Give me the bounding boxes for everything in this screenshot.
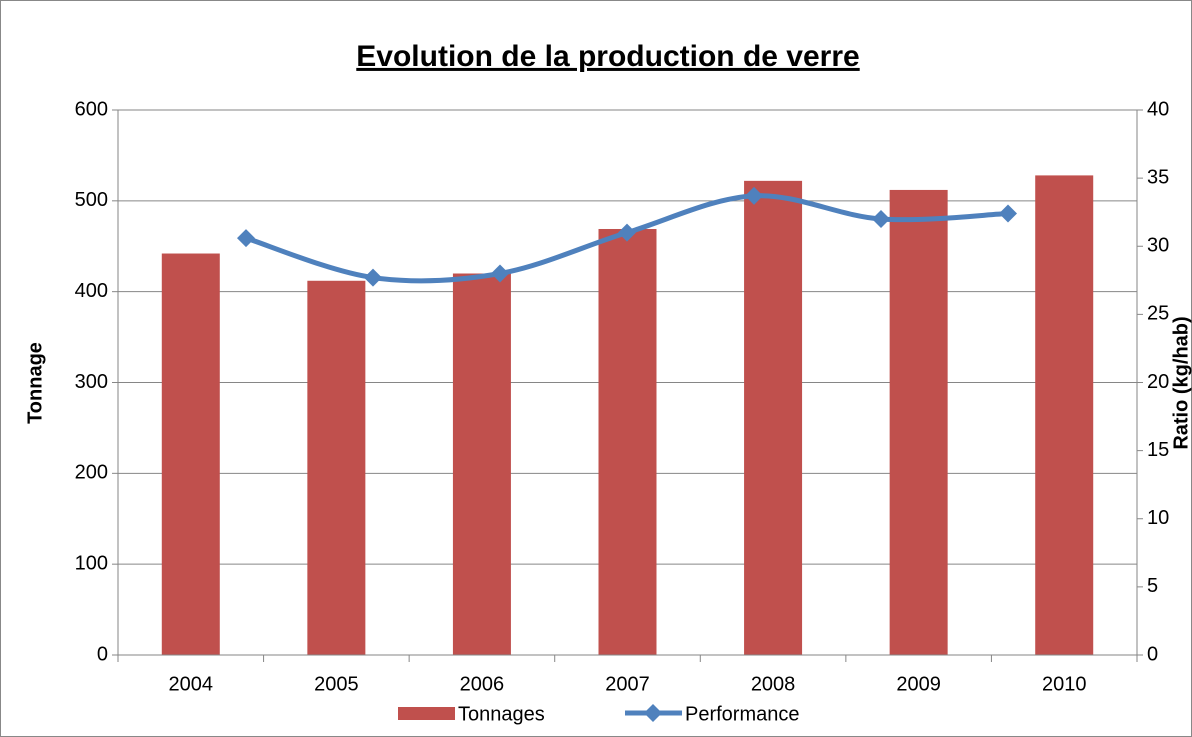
y2-tick-label: 5 xyxy=(1147,575,1158,597)
x-tick-label: 2010 xyxy=(1042,673,1087,695)
x-tick-label: 2005 xyxy=(314,673,359,695)
y-tick-label: 400 xyxy=(75,280,108,302)
legend-label: Tonnages xyxy=(458,703,545,725)
y-tick-label: 0 xyxy=(97,643,108,665)
y2-tick-label: 30 xyxy=(1147,235,1169,257)
legend-label: Performance xyxy=(685,703,800,725)
y-axis-title: Tonnage xyxy=(24,342,46,424)
y2-tick-label: 0 xyxy=(1147,643,1158,665)
bar xyxy=(598,228,657,655)
line-marker xyxy=(491,264,509,283)
y2-tick-label: 20 xyxy=(1147,371,1169,393)
x-tick-label: 2007 xyxy=(605,673,650,695)
bar xyxy=(307,280,366,655)
y-tick-label: 600 xyxy=(75,98,108,120)
x-tick-label: 2004 xyxy=(169,673,214,695)
y-tick-label: 300 xyxy=(75,371,108,393)
line-marker xyxy=(237,229,255,248)
bar xyxy=(161,253,220,655)
x-tick-label: 2006 xyxy=(460,673,505,695)
line-marker xyxy=(618,223,636,242)
y-tick-label: 500 xyxy=(75,189,108,211)
y2-tick-label: 35 xyxy=(1147,166,1169,188)
y-tick-label: 200 xyxy=(75,462,108,484)
line-marker xyxy=(872,210,890,228)
y2-tick-label: 15 xyxy=(1147,439,1169,461)
y2-tick-label: 40 xyxy=(1147,98,1169,120)
y2-axis-title: Ratio (kg/hab) xyxy=(1170,316,1192,449)
x-tick-label: 2009 xyxy=(896,673,941,695)
line-marker xyxy=(364,268,382,287)
y2-tick-label: 25 xyxy=(1147,303,1169,325)
bar xyxy=(744,180,803,655)
legend-swatch xyxy=(398,707,455,720)
x-tick-label: 2008 xyxy=(751,673,796,695)
bar xyxy=(889,189,948,655)
bar xyxy=(452,273,511,655)
chart-title: Evolution de la production de verre xyxy=(356,40,859,73)
legend-marker xyxy=(644,704,662,722)
bar xyxy=(1035,175,1094,655)
line-marker xyxy=(745,186,763,205)
line-marker xyxy=(999,204,1017,223)
y2-tick-label: 10 xyxy=(1147,507,1169,529)
y-tick-label: 100 xyxy=(75,552,108,574)
